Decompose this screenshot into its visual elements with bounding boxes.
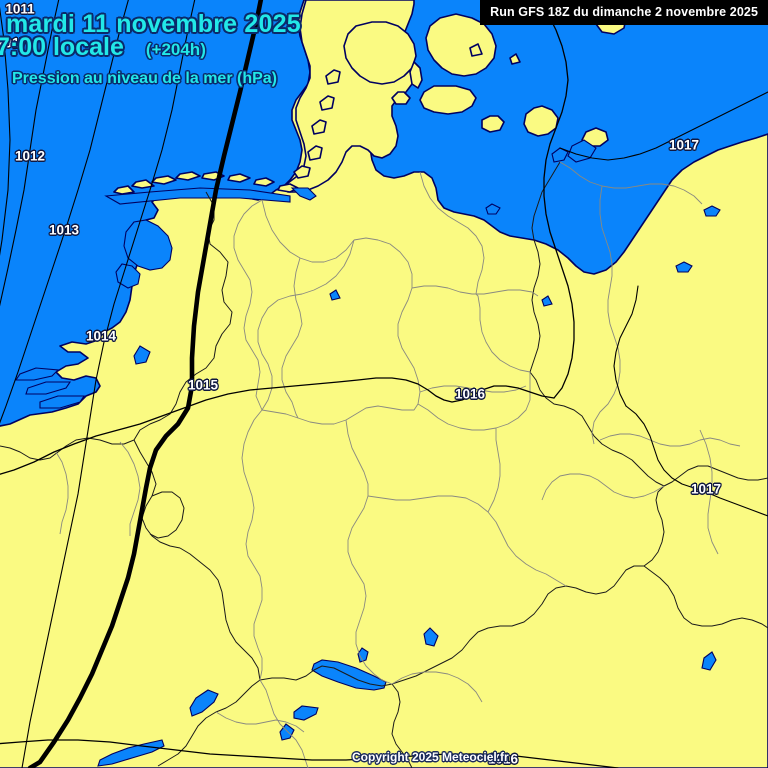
zeeland-estuary-1	[14, 367, 60, 381]
border-luxembourg	[149, 491, 185, 539]
isobar-1016-north-branch	[539, 0, 575, 399]
isobar-1014	[21, 0, 196, 768]
state-border-24	[55, 451, 69, 535]
zeeland-estuary-3	[39, 395, 86, 409]
zealand-island	[425, 13, 497, 77]
usedom-island	[581, 127, 609, 147]
state-border-21	[215, 711, 305, 733]
frisian-island-8	[277, 183, 299, 193]
state-border-layer	[55, 161, 741, 768]
border-fr-ch	[157, 679, 261, 767]
frisian-island-7	[253, 177, 275, 187]
north-frisian-island-2	[307, 145, 323, 161]
state-border-11	[411, 285, 539, 297]
baltic-islet-2	[469, 43, 483, 57]
szczecin-lagoon-2	[551, 147, 569, 163]
aero-island	[391, 91, 411, 105]
state-border-12	[281, 257, 303, 419]
lake-poland-2	[703, 205, 721, 217]
ijssel-water	[133, 345, 151, 365]
lake-zurich	[293, 705, 319, 721]
isobar-1012	[0, 0, 60, 307]
border-at-east	[643, 565, 768, 629]
border-ch-de	[259, 665, 393, 687]
lake-sw-berlin	[541, 295, 553, 307]
isobar-1011	[0, 6, 11, 256]
north-frisian-island-4	[319, 95, 335, 111]
state-border-6	[241, 409, 263, 681]
wadden-strip	[104, 187, 291, 205]
north-frisian-island-3	[311, 119, 327, 135]
lake-poland-1	[675, 261, 693, 273]
zeeland-estuary-2	[25, 381, 72, 395]
elbe-mouth	[290, 187, 317, 201]
state-border-9	[487, 428, 501, 513]
state-border-14	[419, 171, 485, 295]
fehmarn-island	[481, 115, 505, 133]
border-be-de	[133, 439, 181, 549]
border-de-pl	[529, 161, 561, 373]
markermeer	[115, 263, 141, 289]
isobar-1015-bold	[27, 0, 264, 768]
state-border-23	[119, 441, 141, 536]
frisian-island-2	[131, 179, 155, 189]
country-border-layer	[0, 161, 768, 768]
state-border-7	[345, 419, 393, 685]
border-cz-pl	[663, 465, 768, 487]
ruegen-island	[523, 105, 559, 137]
border-fr-de	[179, 547, 261, 681]
oder-lagoon	[567, 139, 597, 163]
inland-water-layer	[14, 139, 721, 767]
isobar-1017-east	[625, 405, 768, 517]
lake-neuchatel	[189, 689, 219, 717]
state-border-10	[419, 385, 527, 393]
state-border-20	[259, 679, 309, 768]
lake-mueritz	[485, 203, 501, 215]
lake-chiemsee	[423, 627, 439, 647]
frisian-island-4	[175, 171, 201, 181]
frisian-island-3	[151, 175, 177, 185]
lake-steinhuder	[329, 289, 341, 301]
state-border-18	[559, 161, 703, 205]
isobar-1016-main	[0, 377, 555, 475]
border-de-at	[391, 565, 644, 685]
north-frisian-island-5	[325, 69, 341, 85]
state-border-3	[257, 239, 355, 411]
frisian-island-1	[113, 185, 135, 195]
lolland-island	[419, 85, 477, 115]
lake-garda-north	[701, 651, 717, 671]
ijsselmeer	[123, 219, 173, 271]
funen-island	[343, 21, 417, 85]
border-nl-de	[133, 191, 233, 441]
isobar-1017-extra	[613, 285, 639, 407]
north-frisian-island-1	[293, 165, 311, 179]
baltic-islet-1	[509, 53, 521, 65]
isobar-1016-south	[0, 739, 619, 768]
state-border-22	[391, 671, 483, 703]
state-border-25	[699, 429, 719, 555]
state-border-19	[591, 185, 621, 445]
state-border-16	[541, 473, 665, 501]
langeland-island	[409, 61, 423, 89]
state-border-13	[233, 199, 263, 411]
state-border-17	[599, 433, 741, 447]
frisian-island-6	[227, 173, 251, 183]
border-at-cz	[643, 485, 665, 567]
state-border-15	[475, 293, 531, 373]
state-border-2	[353, 237, 421, 405]
isobar-1013	[0, 0, 129, 424]
isobar-1017-north	[559, 91, 768, 161]
